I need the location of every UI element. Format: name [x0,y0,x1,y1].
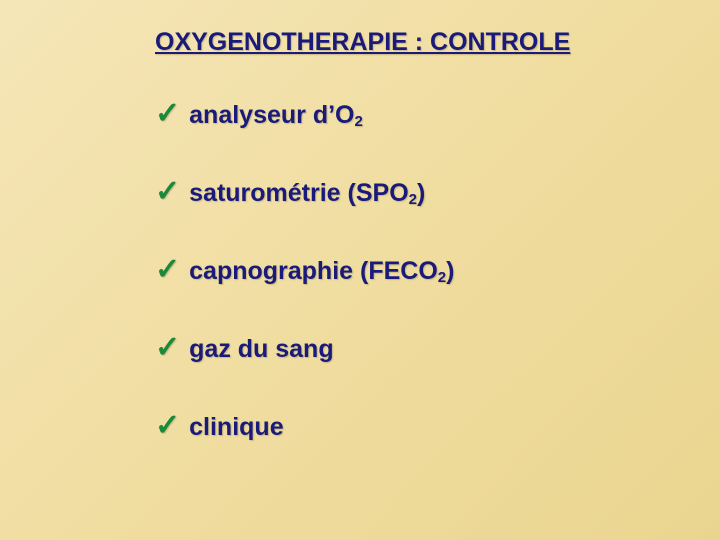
item-subscript: 2 [355,113,363,130]
list-item: ✓ capnographie (FECO2) [155,255,720,286]
item-label: gaz du sang [189,335,333,364]
item-label: saturométrie (SPO2) [189,179,425,208]
item-subscript: 2 [409,191,417,208]
slide-content: OXYGENOTHERAPIE : CONTROLE ✓ analyseur d… [0,0,720,442]
item-subscript: 2 [438,269,446,286]
item-label: clinique [189,413,283,442]
item-text-pre: analyseur d’O [189,101,354,129]
check-icon: ✓ [155,177,180,207]
check-icon: ✓ [155,333,180,363]
item-text-pre: saturométrie (SPO [189,179,409,207]
item-text-post: ) [446,257,454,285]
item-text-pre: clinique [189,413,283,441]
item-label: analyseur d’O2 [189,101,363,130]
list-item: ✓ clinique [155,411,720,442]
list-item: ✓ saturométrie (SPO2) [155,177,720,208]
check-icon: ✓ [155,411,180,441]
list-item: ✓ gaz du sang [155,333,720,364]
item-text-pre: gaz du sang [189,335,333,363]
item-text-pre: capnographie (FECO [189,257,438,285]
list-item: ✓ analyseur d’O2 [155,99,720,130]
item-label: capnographie (FECO2) [189,257,454,286]
item-text-post: ) [417,179,425,207]
slide-title: OXYGENOTHERAPIE : CONTROLE [155,28,720,57]
check-icon: ✓ [155,99,180,129]
check-icon: ✓ [155,255,180,285]
